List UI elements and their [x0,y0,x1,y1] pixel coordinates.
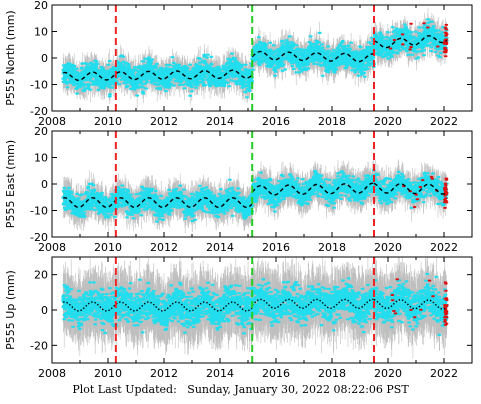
observation-points [61,272,449,336]
x-tick-label: 2010 [94,367,122,380]
y-tick-label: 10 [34,26,48,39]
model-fit-line-1 [251,298,374,309]
x-tick-label: 2012 [150,241,178,254]
y-tick-label: 0 [41,178,48,191]
y-axis-label: P555 North (mm) [4,10,17,105]
y-tick-label: -20 [30,231,48,244]
plot-last-updated-label: Plot Last Updated: [72,383,177,396]
model-fit-line-1 [251,50,374,63]
y-tick-label: 0 [41,304,48,317]
x-tick-label: 2014 [206,367,234,380]
model-fit-line-2 [373,298,448,310]
x-tick-label: 2018 [318,367,346,380]
outlier-points [390,278,449,326]
plot-area [61,257,449,363]
y-tick-label: 20 [34,269,48,282]
x-tick-label: 2020 [374,367,402,380]
y-tick-label: -10 [30,79,48,92]
x-tick-label: 2022 [430,115,458,128]
model-fit-line-0 [63,197,253,208]
x-tick-label: 2010 [94,115,122,128]
x-tick-label: 2018 [318,241,346,254]
model-fit-line-2 [373,35,448,49]
model-fit-line-1 [251,182,374,196]
x-tick-label: 2012 [150,367,178,380]
y-tick-label: -20 [30,105,48,118]
plot-area [61,131,449,237]
x-tick-label: 2022 [430,367,458,380]
x-tick-label: 2020 [374,115,402,128]
x-tick-label: 2022 [430,241,458,254]
y-tick-label: -10 [30,205,48,218]
x-tick-label: 2012 [150,115,178,128]
panel-east: 2008 2010 2012 2014 2016 2018 2020 2022 -20 -10 0 1… [4,125,473,254]
plot-last-updated: Plot Last Updated: Sunday, January 30, 2… [0,380,481,400]
y-tick-label: 10 [34,152,48,165]
model-fit-line-0 [62,301,253,312]
panel-north: 2008 2010 2012 2014 2016 2018 2020 2022 -20 -10 0 1… [4,0,473,128]
model-fit-line-0 [62,69,253,81]
x-tick-label: 2008 [38,367,66,380]
x-tick-label: 2014 [206,241,234,254]
x-tick-label: 2014 [206,115,234,128]
x-tick-label: 2008 [38,115,66,128]
y-tick-label: 20 [34,125,48,138]
y-axis-label: P555 Up (mm) [4,270,17,350]
panel-up: 2008 2010 2012 2014 2016 2018 2020 2022 -20 0 20 P5… [4,256,473,380]
y-tick-label: 20 [34,0,48,12]
plot-area [61,5,449,111]
y-tick-label: -20 [30,339,48,352]
x-tick-label: 2020 [374,241,402,254]
x-tick-label: 2016 [262,241,290,254]
x-tick-label: 2008 [38,241,66,254]
y-axis-label: P555 East (mm) [4,140,17,228]
x-tick-label: 2010 [94,241,122,254]
model-fit-line-2 [373,182,448,195]
plot-last-updated-timestamp: Sunday, January 30, 2022 08:22:06 PST [187,383,409,396]
y-tick-label: 0 [41,52,48,65]
x-tick-label: 2016 [262,367,290,380]
x-tick-label: 2016 [262,115,290,128]
x-tick-label: 2018 [318,115,346,128]
